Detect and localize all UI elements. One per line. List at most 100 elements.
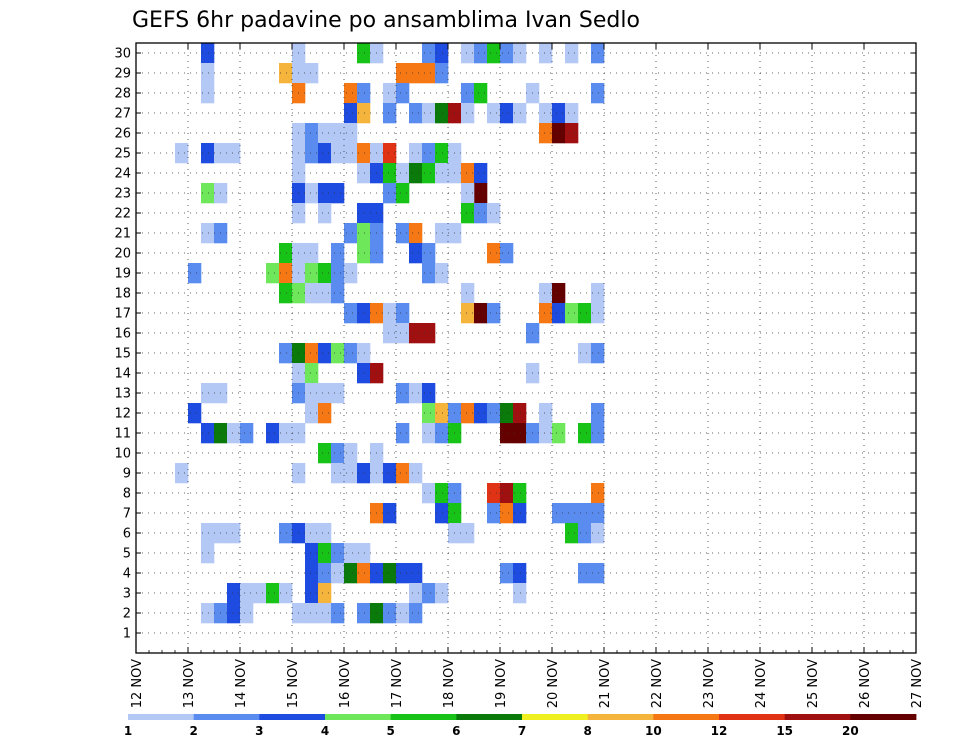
heatmap-cell: [474, 83, 488, 104]
colorbar-segment: [850, 714, 917, 720]
y-tick-label: 1: [123, 627, 131, 642]
heatmap-cell: [240, 423, 254, 444]
heatmap-cell: [383, 463, 397, 484]
x-tick-label: 12 NOV: [130, 659, 145, 708]
heatmap-cell: [201, 43, 215, 64]
heatmap-cell: [539, 123, 553, 144]
y-tick-label: 7: [123, 507, 131, 522]
heatmap-cell: [422, 43, 436, 64]
heatmap-cell: [409, 243, 423, 264]
heatmap-cell: [201, 383, 215, 404]
heatmap-cell: [344, 223, 358, 244]
heatmap-cell: [552, 303, 566, 324]
heatmap-cell: [435, 43, 449, 64]
colorbar-segment: [522, 714, 589, 720]
heatmap-cell: [396, 63, 410, 84]
heatmap-cell: [318, 123, 332, 144]
heatmap-cell: [409, 563, 423, 584]
y-axis-ticks: 1234567891011121314151617181920212223242…: [114, 47, 916, 642]
colorbar-tick-label: 6: [452, 724, 460, 738]
colorbar-segment: [390, 714, 457, 720]
heatmap-cell: [318, 583, 332, 604]
heatmap-cell: [409, 323, 423, 344]
heatmap-cell: [175, 143, 189, 164]
heatmap-cell: [305, 383, 319, 404]
heatmap-cell: [500, 423, 514, 444]
heatmap-cell: [383, 563, 397, 584]
heatmap-cell: [565, 523, 579, 544]
heatmap-cell: [227, 423, 241, 444]
heatmap-cell: [435, 143, 449, 164]
heatmap-cell: [435, 63, 449, 84]
heatmap-cell: [201, 523, 215, 544]
heatmap-cell: [487, 503, 501, 524]
heatmap-cell: [461, 203, 475, 224]
heatmap-cell: [318, 383, 332, 404]
heatmap-cell: [318, 263, 332, 284]
x-tick-label: 19 NOV: [494, 659, 509, 708]
y-tick-label: 19: [114, 267, 131, 282]
y-tick-label: 25: [114, 147, 131, 162]
heatmap-cell: [409, 463, 423, 484]
heatmap-cell: [461, 163, 475, 184]
heatmap-cell: [552, 423, 566, 444]
y-tick-label: 10: [114, 447, 131, 462]
heatmap-cell: [344, 103, 358, 124]
heatmap-cell: [513, 583, 527, 604]
heatmap-cell: [318, 543, 332, 564]
heatmap-cell: [383, 83, 397, 104]
heatmap-cell: [344, 123, 358, 144]
heatmap-cell: [422, 143, 436, 164]
heatmap-cell: [357, 43, 371, 64]
heatmap-cell: [565, 43, 579, 64]
heatmap-cell: [279, 243, 293, 264]
y-tick-label: 21: [114, 227, 131, 242]
heatmap-cell: [318, 403, 332, 424]
heatmap-cell: [383, 323, 397, 344]
heatmap-cell: [344, 263, 358, 284]
heatmap-cell: [357, 563, 371, 584]
heatmap-cell: [383, 603, 397, 624]
y-tick-label: 12: [114, 407, 131, 422]
heatmap-cell: [461, 103, 475, 124]
y-tick-label: 15: [114, 347, 131, 362]
heatmap-cell: [396, 163, 410, 184]
heatmap-cell: [266, 263, 280, 284]
heatmap-cell: [279, 63, 293, 84]
heatmap-cell: [578, 523, 592, 544]
heatmap-cell: [591, 563, 605, 584]
heatmap-cell: [305, 363, 319, 384]
heatmap-cell: [201, 83, 215, 104]
heatmap-cell: [474, 303, 488, 324]
colorbar-segment: [128, 714, 195, 720]
heatmap-cell: [201, 63, 215, 84]
heatmap-cell: [409, 223, 423, 244]
grid-lines: [136, 43, 916, 653]
heatmap-cell: [539, 283, 553, 304]
heatmap-cell: [539, 43, 553, 64]
x-tick-label: 25 NOV: [806, 659, 821, 708]
heatmap-cell: [344, 563, 358, 584]
heatmap-cell: [396, 463, 410, 484]
heatmap-cell: [305, 183, 319, 204]
heatmap-cell: [227, 143, 241, 164]
heatmap-cell: [201, 183, 215, 204]
heatmap-cell: [318, 603, 332, 624]
heatmap-cell: [591, 423, 605, 444]
x-tick-label: 22 NOV: [650, 659, 665, 708]
colorbar-tick-label: 8: [583, 724, 591, 738]
x-tick-label: 16 NOV: [338, 659, 353, 708]
heatmap-cell: [500, 243, 514, 264]
heatmap-cell: [513, 563, 527, 584]
heatmap-cell: [578, 563, 592, 584]
colorbar-tick-label: 7: [518, 724, 526, 738]
plot-frame: [135, 42, 917, 654]
heatmap-cell: [487, 43, 501, 64]
heatmap-cell: [591, 523, 605, 544]
heatmap-cell: [539, 403, 553, 424]
y-tick-label: 11: [114, 427, 131, 442]
heatmap-cell: [578, 343, 592, 364]
heatmap-cell: [305, 283, 319, 304]
colorbar: 1 2 3 4 5 6 7 8 10 12 15 20: [124, 714, 917, 738]
heatmap-cell: [461, 283, 475, 304]
